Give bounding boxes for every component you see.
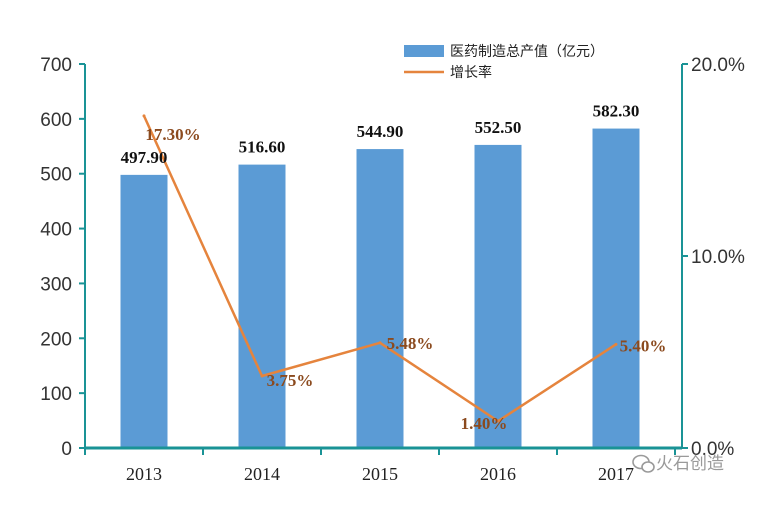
bar-value-label: 582.30 [593,102,640,121]
x-tick-label-2014: 2014 [244,464,280,484]
bars-layer [120,128,640,449]
bar-value-label: 552.50 [475,118,522,137]
y-tick-label-left: 200 [40,329,72,350]
y-tick-label-right: 20.0% [691,55,745,76]
legend: 医药制造总产值（亿元） 增长率 [404,44,604,81]
y-tick-label-left: 500 [40,165,72,186]
bar-2013 [120,174,168,449]
bar-2014 [238,164,286,448]
growth-rate-label: 3.75% [267,371,314,390]
growth-rate-label: 1.40% [461,414,508,433]
bar-2017 [592,128,640,448]
growth-point-2014 [260,374,264,378]
labels-layer: 497.90 516.60 544.90 552.50 582.30 17.30% 3.75… [121,102,667,434]
x-tick-label-2013: 2013 [126,464,162,484]
y-tick-label-left: 300 [40,274,72,295]
growth-rate-label: 5.48% [387,334,434,353]
legend-swatch-output [404,45,444,57]
growth-point-2016 [496,419,500,423]
x-tick-label-2015: 2015 [362,464,398,484]
watermark: 火石创造 [632,454,724,474]
growth-rate-label: 17.30% [145,125,200,144]
growth-point-2017 [614,342,618,346]
legend-label-output: 医药制造总产值（亿元） [450,44,604,60]
axes-layer: 0 100 200 300 400 500 600 700 0.0% 10.0% 20.0% 2013… [40,55,745,484]
x-tick-label-2017: 2017 [598,464,634,484]
watermark-text: 火石创造 [656,454,724,474]
bar-value-label: 516.60 [239,138,286,157]
y-tick-label-left: 100 [40,384,72,405]
y-tick-label-right: 0.0% [691,439,734,460]
y-tick-label-right: 10.0% [691,247,745,268]
line-layer [142,114,618,423]
bar-2015 [356,149,404,448]
y-tick-label-left: 700 [40,55,72,76]
bar-2016 [474,144,522,448]
y-tick-label-left: 600 [40,110,72,131]
y-tick-label-left: 0 [61,439,72,460]
x-tick-label-2016: 2016 [480,464,516,484]
wechat-icon [632,454,655,473]
y-tick-label-left: 400 [40,220,72,241]
legend-label-growth: 增长率 [450,64,492,81]
growth-rate-label: 5.40% [620,336,667,355]
bar-value-label: 544.90 [357,122,404,141]
bar-value-label: 497.90 [121,148,168,167]
growth-point-2013 [142,114,146,118]
growth-point-2015 [378,341,382,345]
